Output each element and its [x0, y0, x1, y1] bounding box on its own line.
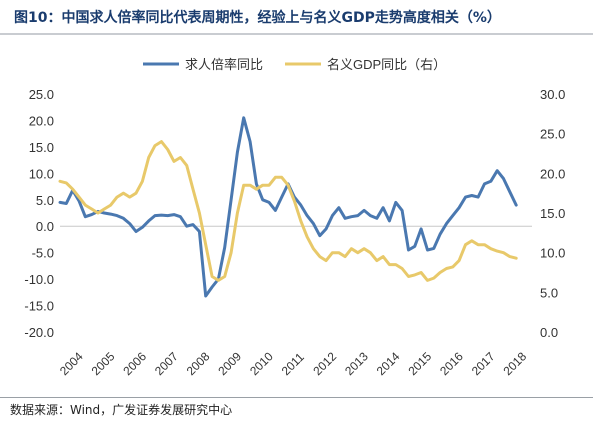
y-left-tick-label: 20.0 [29, 113, 54, 128]
legend-label-1: 求人倍率同比 [185, 57, 263, 72]
line-chart: 25.0 20.0 15.0 10.0 5.0 0.0 -5.0 -10.0 -15.0 -20.… [24, 57, 565, 378]
y-right-tick-label: 5.0 [540, 285, 558, 300]
y-right-tick-label: 30.0 [540, 87, 565, 102]
chart-container: 25.0 20.0 15.0 10.0 5.0 0.0 -5.0 -10.0 -15.0 -20.… [0, 36, 593, 391]
y-left-tick-label: 5.0 [36, 193, 54, 208]
title-divider [0, 33, 593, 35]
y-left-tick-label: -15.0 [24, 299, 54, 314]
x-tick-label: 2008 [184, 349, 213, 378]
x-tick-label: 2007 [152, 349, 181, 378]
source-note: 数据来源：Wind，广发证券发展研究中心 [10, 403, 233, 417]
y-right-tick-label: 20.0 [540, 166, 565, 181]
source-divider [0, 397, 593, 398]
y-left-tick-label: 15.0 [29, 140, 54, 155]
legend-label-2: 名义GDP同比（右） [327, 57, 446, 72]
page-title: 图10：中国求人倍率同比代表周期性，经验上与名义GDP走势高度相关（%） [14, 10, 501, 26]
y-left-tick-label: -20.0 [24, 325, 54, 340]
x-tick-label: 2014 [374, 349, 403, 378]
y-left-tick-label: 0.0 [36, 219, 54, 234]
y-left-tick-label: -10.0 [24, 272, 54, 287]
x-tick-label: 2017 [469, 349, 498, 378]
y-right-tick-label: 10.0 [540, 246, 565, 261]
x-tick-label: 2005 [89, 349, 118, 378]
y-left-tick-label: 10.0 [29, 166, 54, 181]
y-left-tick-label: -5.0 [32, 246, 54, 261]
y-left-tick-label: 25.0 [29, 87, 54, 102]
x-tick-label: 2018 [500, 349, 529, 378]
series-line-2 [58, 140, 518, 282]
x-tick-label: 2010 [247, 349, 276, 378]
x-tick-label: 2016 [437, 349, 466, 378]
x-tick-label: 2009 [215, 349, 244, 378]
x-tick-label: 2012 [310, 349, 339, 378]
x-tick-label: 2013 [342, 349, 371, 378]
y-right-tick-label: 0.0 [540, 325, 558, 340]
x-tick-label: 2004 [57, 349, 86, 378]
x-tick-label: 2006 [120, 349, 149, 378]
y-right-tick-label: 15.0 [540, 206, 565, 221]
title-bar: 图10：中国求人倍率同比代表周期性，经验上与名义GDP走势高度相关（%） [0, 0, 593, 35]
x-tick-label: 2011 [279, 350, 307, 378]
x-tick-label: 2015 [405, 349, 434, 378]
y-right-tick-label: 25.0 [540, 127, 565, 142]
